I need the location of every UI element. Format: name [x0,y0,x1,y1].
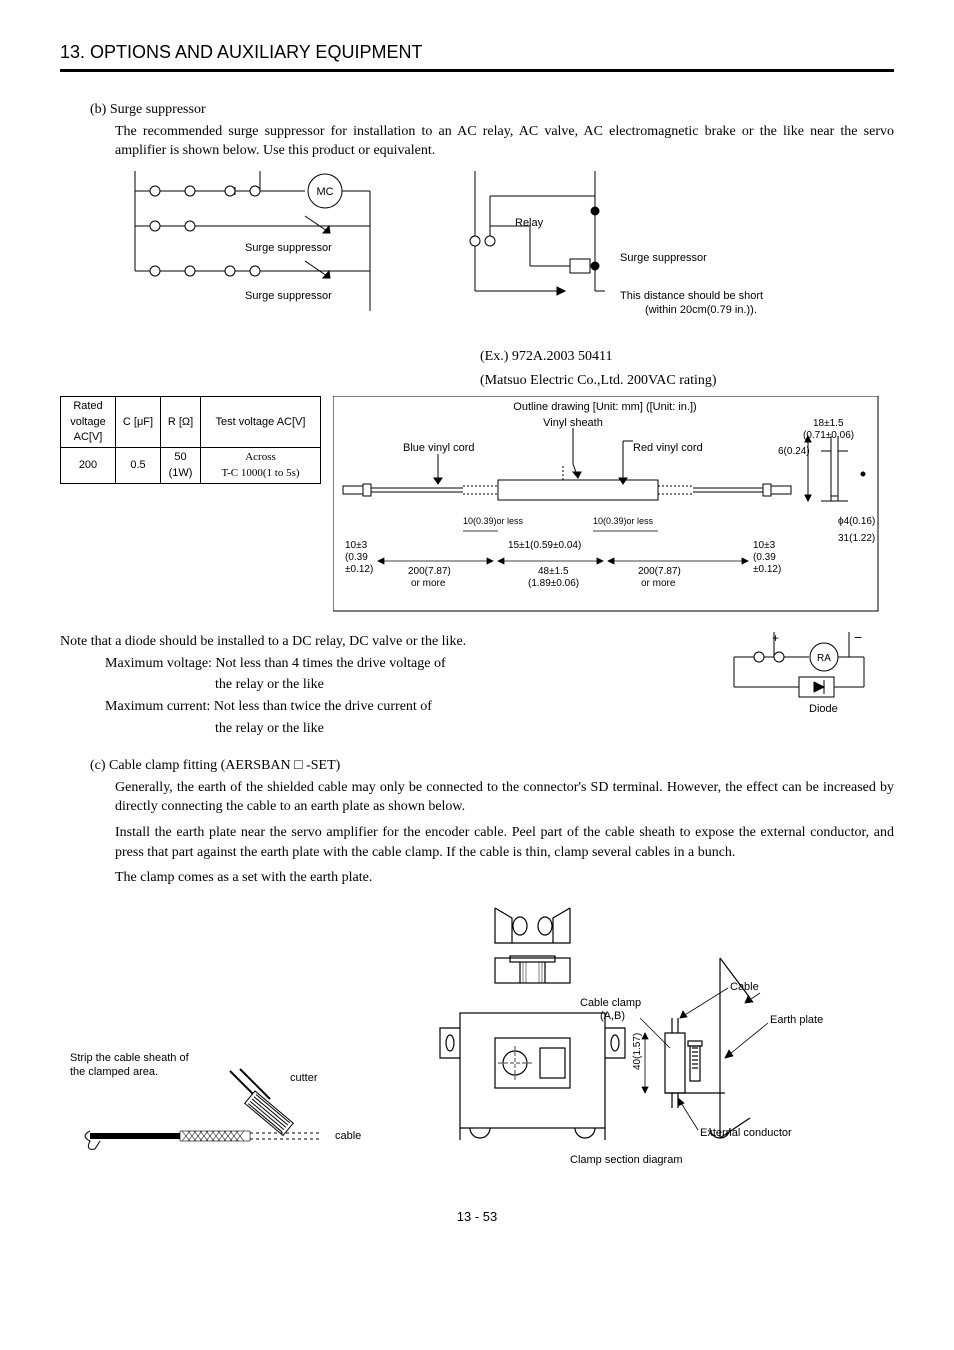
ss-label-3: Surge suppressor [620,252,707,264]
para-c2: Install the earth plate near the servo a… [115,823,894,862]
th-voltage: Rated voltage AC[V] [61,397,116,448]
note-l3b: the relay or the like [215,719,700,739]
subheading-c: (c) Cable clamp fitting (AERSBAN □ -SET) [90,756,894,776]
relay-label: Relay [515,217,544,229]
note-l3: Maximum current: Not less than twice the… [105,697,700,717]
table-outline-row: Rated voltage AC[V] C [μF] R [Ω] Test vo… [60,396,894,616]
example-l2-text: (Matsuo Electric Co.,Ltd. 200VAC rating) [480,373,717,388]
para-c1: Generally, the earth of the shielded cab… [115,778,894,817]
dim-039r: (0.39 [753,552,776,563]
cutter-label: cutter [290,1072,318,1084]
section-title: 13. OPTIONS AND AUXILIARY EQUIPMENT [60,42,422,62]
spec-table: Rated voltage AC[V] C [μF] R [Ω] Test vo… [60,396,321,484]
note-text: Note that a diode should be installed to… [60,632,700,740]
svg-text:−: − [854,632,862,645]
td-r-bot: (1W) [169,467,193,479]
dim-10l: 10±3 [345,540,368,551]
td-r-top: 50 [174,451,186,463]
subheading-b: (b) Surge suppressor [90,100,894,120]
cable-label: cable [335,1130,361,1142]
th-r: R [Ω] [161,397,201,448]
dim-200rs: or more [641,578,676,589]
td-r: 50 (1W) [161,448,201,484]
earth-label: Earth plate [770,1014,823,1026]
dim-012l: ±0.12) [345,564,373,575]
outline-title: Outline drawing [Unit: mm] ([Unit: in.]) [513,401,696,413]
td-tv-top: Across [245,451,276,463]
para-c3: The clamp comes as a set with the earth … [115,868,894,888]
dim-15: 15±1(0.59±0.04) [508,540,581,551]
dim-012r: ±0.12) [753,564,781,575]
diagram-row-1: MC Surge suppressor Surge suppressor [115,171,894,341]
svg-text:+: + [772,632,779,645]
dim-31: 31(1.22) [838,533,875,544]
ra-label: RA [817,653,831,664]
section-header: 13. OPTIONS AND AUXILIARY EQUIPMENT [60,40,894,72]
para-b-text: The recommended surge suppressor for ins… [115,124,894,159]
td-c: 0.5 [116,448,161,484]
page-number: 13 - 53 [457,1209,497,1224]
relay-diagram: Relay Surge suppressor This distance sho… [435,171,865,341]
strip-diagram-block: Strip the cable sheath of the clamped ar… [60,1031,380,1178]
mc-label: MC [316,186,333,198]
page-footer: 13 - 53 [60,1208,894,1226]
para-b: The recommended surge suppressor for ins… [115,122,894,161]
dim-10039l: 10(0.39)or less [463,516,524,526]
example-l1: (Ex.) 972A.2003 50411 [480,347,854,367]
td-tv: Across T-C 1000(1 to 5s) [201,448,321,484]
dim-10039r: 10(0.39)or less [593,516,654,526]
strip-l2: the clamped area. [70,1066,158,1078]
red-cord: Red vinyl cord [633,442,703,454]
bottom-diagrams: Strip the cable sheath of the clamped ar… [60,898,894,1178]
ss-label-2: Surge suppressor [245,290,332,302]
dim-200l: 200(7.87) [408,566,451,577]
dim-039l: (0.39 [345,552,368,563]
dim-18: 18±1.5 [813,418,844,429]
outline-drawing: Outline drawing [Unit: mm] ([Unit: in.])… [333,396,883,616]
dim-200ls: or more [411,578,446,589]
dim-48: 48±1.5 [538,566,569,577]
diode-diagram: + − RA Diode [714,632,894,722]
strip-l1: Strip the cable sheath of [70,1052,190,1064]
ss-distance: This distance should be short [620,290,763,302]
note-section: Note that a diode should be installed to… [60,632,894,740]
vinyl-sheath: Vinyl sheath [543,417,603,429]
circuit-diagram-left: MC Surge suppressor Surge suppressor [115,171,415,321]
ext-conductor: External conductor [700,1127,792,1139]
strip-diagram: Strip the cable sheath of the clamped ar… [60,1031,380,1171]
dim-071: (0.71±0.06) [803,430,854,441]
subheading-c-text: (c) Cable clamp fitting (AERSBAN □ -SET) [90,758,340,773]
caption: Clamp section diagram [570,1154,683,1166]
clamp-ab: Cable clamp [580,997,641,1009]
note-l1: Note that a diode should be installed to… [60,632,700,652]
note-l2b: the relay or the like [215,675,700,695]
dim-6: 6(0.24) [778,446,810,457]
td-tv-bot: T-C 1000(1 to 5s) [221,467,299,479]
diode-label: Diode [809,703,838,715]
td-voltage: 200 [61,448,116,484]
clamp-diagram: 40(1.57) Cable Cable clamp (A,B) Earth p… [410,898,850,1178]
clamp-ab2: (A,B) [600,1010,625,1022]
th-c: C [μF] [116,397,161,448]
example-l1-text: (Ex.) 972A.2003 50411 [480,349,612,364]
dim-phi4: ϕ4(0.16) [838,516,875,527]
example-l2: (Matsuo Electric Co.,Ltd. 200VAC rating) [480,371,854,391]
dim-10r: 10±3 [753,540,776,551]
th-tv: Test voltage AC[V] [201,397,321,448]
ss-label-1: Surge suppressor [245,242,332,254]
subheading-b-text: (b) Surge suppressor [90,102,206,117]
blue-cord: Blue vinyl cord [403,442,475,454]
cable2-label: Cable [730,981,759,993]
dim-189: (1.89±0.06) [528,578,579,589]
dim-200r: 200(7.87) [638,566,681,577]
note-l2: Maximum voltage: Not less than 4 times t… [105,654,700,674]
ss-distance-sub: (within 20cm(0.79 in.)). [645,304,757,316]
dim-40: 40(1.57) [632,1032,643,1069]
